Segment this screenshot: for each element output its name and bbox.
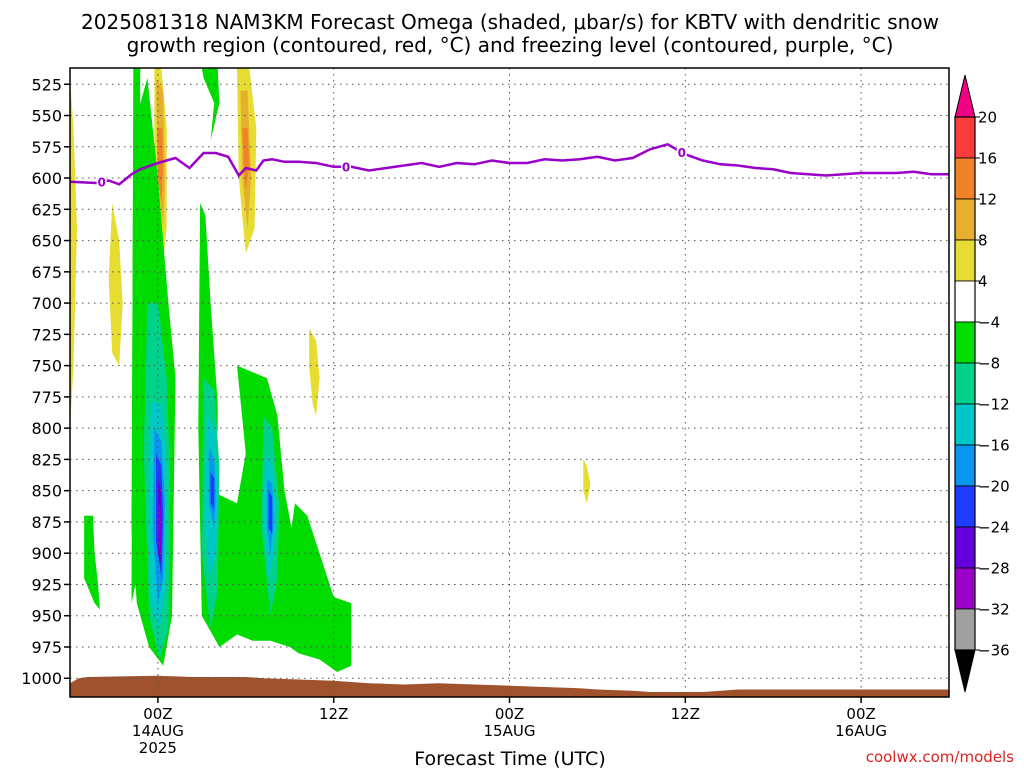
colorbar-bin--32--28: [954, 567, 976, 610]
freezing-level-contour: 0 0 0: [69, 142, 949, 189]
colorbar-label--20: −20: [978, 478, 1010, 496]
omega-region-n4_n8-13: [84, 515, 100, 610]
colorbar-label-20: 20: [978, 109, 997, 127]
omega-shading: [70, 68, 949, 697]
x-tick-label-40-2: 16AUG: [835, 722, 887, 740]
y-tick-label-975: 975: [31, 638, 62, 657]
omega-region-n20_n24-26: [268, 490, 273, 535]
x-tick-label-10-1: 12Z: [319, 705, 348, 723]
freezing-level-label-2: 0: [678, 146, 686, 160]
y-tick-label-1000: 1000: [21, 669, 62, 688]
colorbar-label-4: 4: [978, 273, 988, 291]
omega-region-12_16-8: [157, 128, 164, 204]
y-tick-label-725: 725: [31, 325, 62, 344]
colorbar-bin-8-12: [954, 198, 976, 241]
colorbar-bin--28--24: [954, 526, 976, 569]
colorbar-label--28: −28: [978, 560, 1010, 578]
y-tick-label-750: 750: [31, 357, 62, 376]
y-tick-label-875: 875: [31, 513, 62, 532]
colorbar-bin-16-20: [954, 116, 976, 159]
colorbar-label--12: −12: [978, 396, 1010, 414]
freezing-level-line: [69, 142, 949, 186]
colorbar-bin--20--16: [954, 444, 976, 487]
colorbar-label--24: −24: [978, 519, 1010, 537]
colorbar: 20 16 12 8 4 −4 −8 −12 −16 −20 −24 −28 −32 −36: [954, 74, 1010, 693]
colorbar-bin--16--12: [954, 403, 976, 446]
freezing-level-label-0: 0: [97, 175, 105, 189]
colorbar-frame: [954, 116, 976, 651]
y-tick-label-575: 575: [31, 138, 62, 157]
x-tick-label-0-3: 2025: [139, 739, 177, 757]
colorbar-bin--24--20: [954, 485, 976, 528]
y-tick-label-650: 650: [31, 232, 62, 251]
colorbar-bin-12-16: [954, 157, 976, 200]
y-tick-label-950: 950: [31, 607, 62, 626]
x-tick-label-0-1: 00Z: [143, 705, 172, 723]
x-axis-title: Forecast Time (UTC): [414, 748, 605, 768]
y-tick-label-825: 825: [31, 450, 62, 469]
y-tick-label-800: 800: [31, 419, 62, 438]
credit-text[interactable]: coolwx.com/models: [866, 748, 1014, 766]
colorbar-bin--12--8: [954, 362, 976, 405]
x-tick-label-20-2: 15AUG: [484, 722, 536, 740]
omega-region-4_8-1: [108, 203, 123, 366]
omega-region-n4_n8-11: [201, 68, 220, 141]
y-tick-label-775: 775: [31, 388, 62, 407]
colorbar-label-16: 16: [978, 150, 997, 168]
y-tick-label-900: 900: [31, 544, 62, 563]
colorbar-label-8: 8: [978, 232, 988, 250]
y-tick-label-850: 850: [31, 482, 62, 501]
freezing-label-bg-1: [341, 159, 352, 173]
y-tick-label-700: 700: [31, 294, 62, 313]
y-tick-label-925: 925: [31, 575, 62, 594]
colorbar-label--8: −8: [978, 355, 1000, 373]
y-tick-label-600: 600: [31, 169, 62, 188]
y-tick-label-625: 625: [31, 200, 62, 219]
chart-title-line-2: growth region (contoured, red, °C) and f…: [127, 33, 894, 57]
colorbar-label--4: −4: [978, 314, 1000, 332]
colorbar-label--32: −32: [978, 601, 1010, 619]
omega-region-n28_n32-28: [158, 503, 161, 554]
omega-region-4_8-0: [70, 78, 77, 429]
x-tick-label-40-1: 00Z: [846, 705, 875, 723]
omega-region-4_8-3: [583, 459, 591, 504]
y-axis: 525 550 575 600 625 650 675 700 725 750 775 800 825 8…: [21, 75, 70, 688]
x-tick-label-30-1: 12Z: [671, 705, 700, 723]
colorbar-label-12: 12: [978, 191, 997, 209]
freezing-level-label-1: 0: [342, 160, 350, 174]
x-tick-label-20-1: 00Z: [495, 705, 524, 723]
y-tick-label-675: 675: [31, 263, 62, 282]
plot-area: [70, 68, 949, 697]
chart-title-line-1: 2025081318 NAM3KM Forecast Omega (shaded…: [81, 10, 939, 34]
colorbar-top-arrow: [954, 74, 976, 118]
omega-region-4_8-2: [309, 328, 320, 416]
colorbar-label--16: −16: [978, 437, 1010, 455]
colorbar-bin--4-4: [954, 280, 976, 323]
freezing-label-bg-2: [676, 145, 687, 159]
omega-region-n4_n8-12: [198, 203, 352, 672]
colorbar-bin-4-8: [954, 239, 976, 282]
colorbar-label--36: −36: [978, 642, 1010, 660]
colorbar-bin--36--32: [954, 608, 976, 651]
grid: [70, 68, 949, 697]
y-tick-label-525: 525: [31, 75, 62, 94]
y-tick-label-550: 550: [31, 107, 62, 126]
x-tick-label-0-2: 14AUG: [132, 722, 184, 740]
freezing-label-bg-0: [96, 174, 107, 188]
colorbar-bin--8--4: [954, 321, 976, 364]
omega-region-12_16-9: [242, 128, 250, 191]
colorbar-bottom-arrow: [954, 649, 976, 693]
omega-region-n20_n24-25: [210, 471, 215, 510]
